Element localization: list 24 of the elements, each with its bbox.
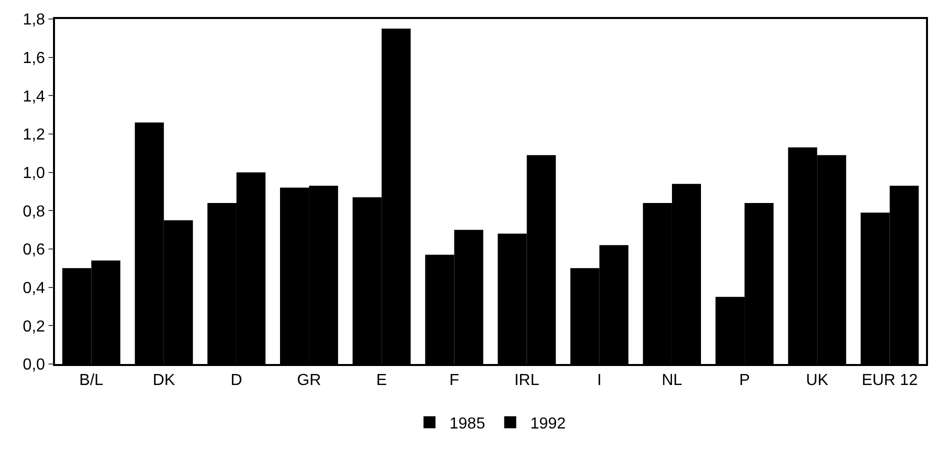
y-tick-label: 0,6 — [22, 242, 46, 259]
y-tick-label: 0,0 — [22, 356, 46, 374]
x-tick-label: IRL — [514, 372, 540, 389]
y-tick-label: 1,6 — [22, 50, 46, 67]
y-tick-label: 1,0 — [22, 164, 46, 182]
x-tick-label: NL — [662, 372, 682, 389]
x-tick-label: EUR 12 — [862, 372, 918, 389]
y-tick-label: 1,2 — [22, 126, 46, 144]
x-tick-label: D — [230, 372, 242, 389]
x-tick-label: UK — [806, 372, 829, 389]
x-tick-label: GR — [297, 372, 322, 389]
x-tick-label: DK — [152, 372, 176, 389]
y-tick-label: 0,8 — [22, 203, 46, 220]
x-tick-label: P — [739, 372, 750, 389]
y-tick-label: 0,4 — [22, 280, 46, 297]
legend-label: 1985 — [450, 416, 486, 433]
x-tick-label: B/L — [79, 372, 104, 389]
y-tick-label: 1,8 — [22, 12, 46, 29]
y-tick-label: 1,4 — [22, 88, 46, 106]
x-tick-label: F — [449, 372, 460, 389]
x-tick-label: I — [597, 372, 602, 389]
x-tick-label: E — [376, 372, 387, 389]
legend-label: 1992 — [530, 416, 566, 433]
y-tick-label: 0,2 — [22, 318, 46, 336]
